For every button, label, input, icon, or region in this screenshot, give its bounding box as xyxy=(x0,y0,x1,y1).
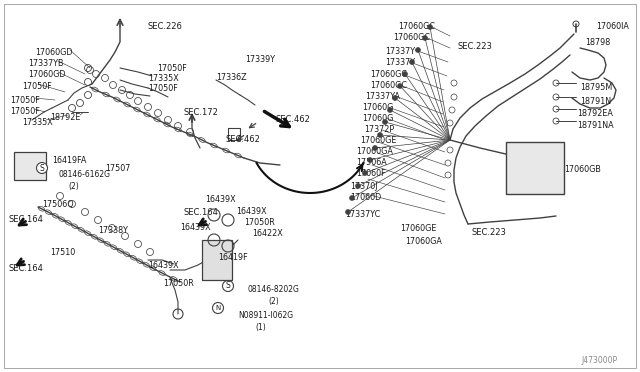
Circle shape xyxy=(346,209,351,215)
Circle shape xyxy=(223,280,234,292)
Text: SEC.226: SEC.226 xyxy=(148,22,183,31)
Text: 18795M: 18795M xyxy=(580,83,612,92)
Text: 16439X: 16439X xyxy=(205,195,236,204)
Text: 17060D: 17060D xyxy=(350,193,381,202)
Text: SEC.172: SEC.172 xyxy=(184,108,219,117)
Text: (2): (2) xyxy=(268,297,279,306)
Text: 17337Y: 17337Y xyxy=(385,47,415,56)
Text: 17337YB: 17337YB xyxy=(28,59,63,68)
Text: 17060GA: 17060GA xyxy=(356,147,393,156)
Circle shape xyxy=(372,145,378,151)
Text: SEC.223: SEC.223 xyxy=(472,228,507,237)
Text: 17338Y: 17338Y xyxy=(98,226,128,235)
Circle shape xyxy=(36,163,47,173)
Text: 17050F: 17050F xyxy=(157,64,187,73)
Text: 17060IA: 17060IA xyxy=(596,22,629,31)
Circle shape xyxy=(397,83,403,89)
Text: 17506A: 17506A xyxy=(356,158,387,167)
Circle shape xyxy=(415,48,420,52)
Text: 08146-6162G: 08146-6162G xyxy=(58,170,110,179)
Text: (1): (1) xyxy=(255,323,266,332)
Text: 16422X: 16422X xyxy=(252,229,283,238)
Circle shape xyxy=(212,302,223,314)
Text: (2): (2) xyxy=(68,182,79,191)
Text: 18792EA: 18792EA xyxy=(577,109,613,118)
Text: 18791NA: 18791NA xyxy=(577,121,614,130)
Text: 17507: 17507 xyxy=(105,164,131,173)
Text: SEC.462: SEC.462 xyxy=(276,115,311,124)
Text: 17060F: 17060F xyxy=(356,169,386,178)
Text: J473000P: J473000P xyxy=(582,356,618,365)
Text: 17060GC: 17060GC xyxy=(398,22,435,31)
Text: 17335X: 17335X xyxy=(148,74,179,83)
Text: 18798: 18798 xyxy=(585,38,611,47)
Text: SEC.462: SEC.462 xyxy=(225,135,260,144)
Text: 17060GA: 17060GA xyxy=(405,237,442,246)
Circle shape xyxy=(392,96,397,100)
Text: 17335X: 17335X xyxy=(22,118,52,127)
Text: 17050R: 17050R xyxy=(244,218,275,227)
Text: 17060GB: 17060GB xyxy=(564,165,601,174)
Text: 17060GC: 17060GC xyxy=(393,33,430,42)
Text: 17050F: 17050F xyxy=(10,107,40,116)
Text: 17060G: 17060G xyxy=(362,103,394,112)
Text: 17050F: 17050F xyxy=(10,96,40,105)
Circle shape xyxy=(355,183,360,189)
Text: 17060GC: 17060GC xyxy=(370,70,407,79)
Text: 17050F: 17050F xyxy=(148,84,178,93)
Text: 17337YC: 17337YC xyxy=(345,210,380,219)
Text: 18792E: 18792E xyxy=(50,113,81,122)
Bar xyxy=(202,240,232,280)
Text: 17372P: 17372P xyxy=(364,125,394,134)
Circle shape xyxy=(378,132,383,138)
Bar xyxy=(506,142,564,194)
Text: 17060GC: 17060GC xyxy=(370,81,407,90)
Circle shape xyxy=(422,35,428,41)
Text: 17060G: 17060G xyxy=(362,114,394,123)
Text: 17510: 17510 xyxy=(50,248,76,257)
Text: 17336Z: 17336Z xyxy=(216,73,246,82)
Text: SEC.223: SEC.223 xyxy=(458,42,493,51)
Text: 17370J: 17370J xyxy=(350,182,378,191)
Circle shape xyxy=(367,157,372,163)
Text: N: N xyxy=(216,305,221,311)
Text: 17337YA: 17337YA xyxy=(365,92,400,101)
Text: 17050F: 17050F xyxy=(22,82,52,91)
Text: 17060GE: 17060GE xyxy=(360,136,396,145)
Text: 16439X: 16439X xyxy=(180,223,211,232)
Text: 18791N: 18791N xyxy=(580,97,611,106)
Text: 16419F: 16419F xyxy=(218,253,248,262)
Text: 17339Y: 17339Y xyxy=(245,55,275,64)
Circle shape xyxy=(362,170,367,176)
Text: 16439X: 16439X xyxy=(236,207,267,216)
Circle shape xyxy=(387,108,392,112)
Text: 16439X: 16439X xyxy=(148,261,179,270)
Text: 17060GE: 17060GE xyxy=(400,224,436,233)
Circle shape xyxy=(383,119,387,125)
Text: S: S xyxy=(226,282,230,291)
Text: 17050R: 17050R xyxy=(163,279,194,288)
Text: SEC.164: SEC.164 xyxy=(8,215,43,224)
Text: SEC.164: SEC.164 xyxy=(8,264,43,273)
Circle shape xyxy=(410,60,415,64)
Text: N08911-I062G: N08911-I062G xyxy=(238,311,293,320)
Circle shape xyxy=(349,196,355,201)
Text: 08146-8202G: 08146-8202G xyxy=(248,285,300,294)
Text: 17060GD: 17060GD xyxy=(35,48,72,57)
Text: 17506Q: 17506Q xyxy=(42,200,74,209)
Text: 17337Y: 17337Y xyxy=(385,58,415,67)
Text: S: S xyxy=(40,164,44,173)
Circle shape xyxy=(428,25,433,29)
Circle shape xyxy=(403,71,408,77)
Bar xyxy=(14,152,46,180)
Text: 17060GD: 17060GD xyxy=(28,70,65,79)
Text: SEC.164: SEC.164 xyxy=(183,208,218,217)
Text: 16419FA: 16419FA xyxy=(52,156,86,165)
